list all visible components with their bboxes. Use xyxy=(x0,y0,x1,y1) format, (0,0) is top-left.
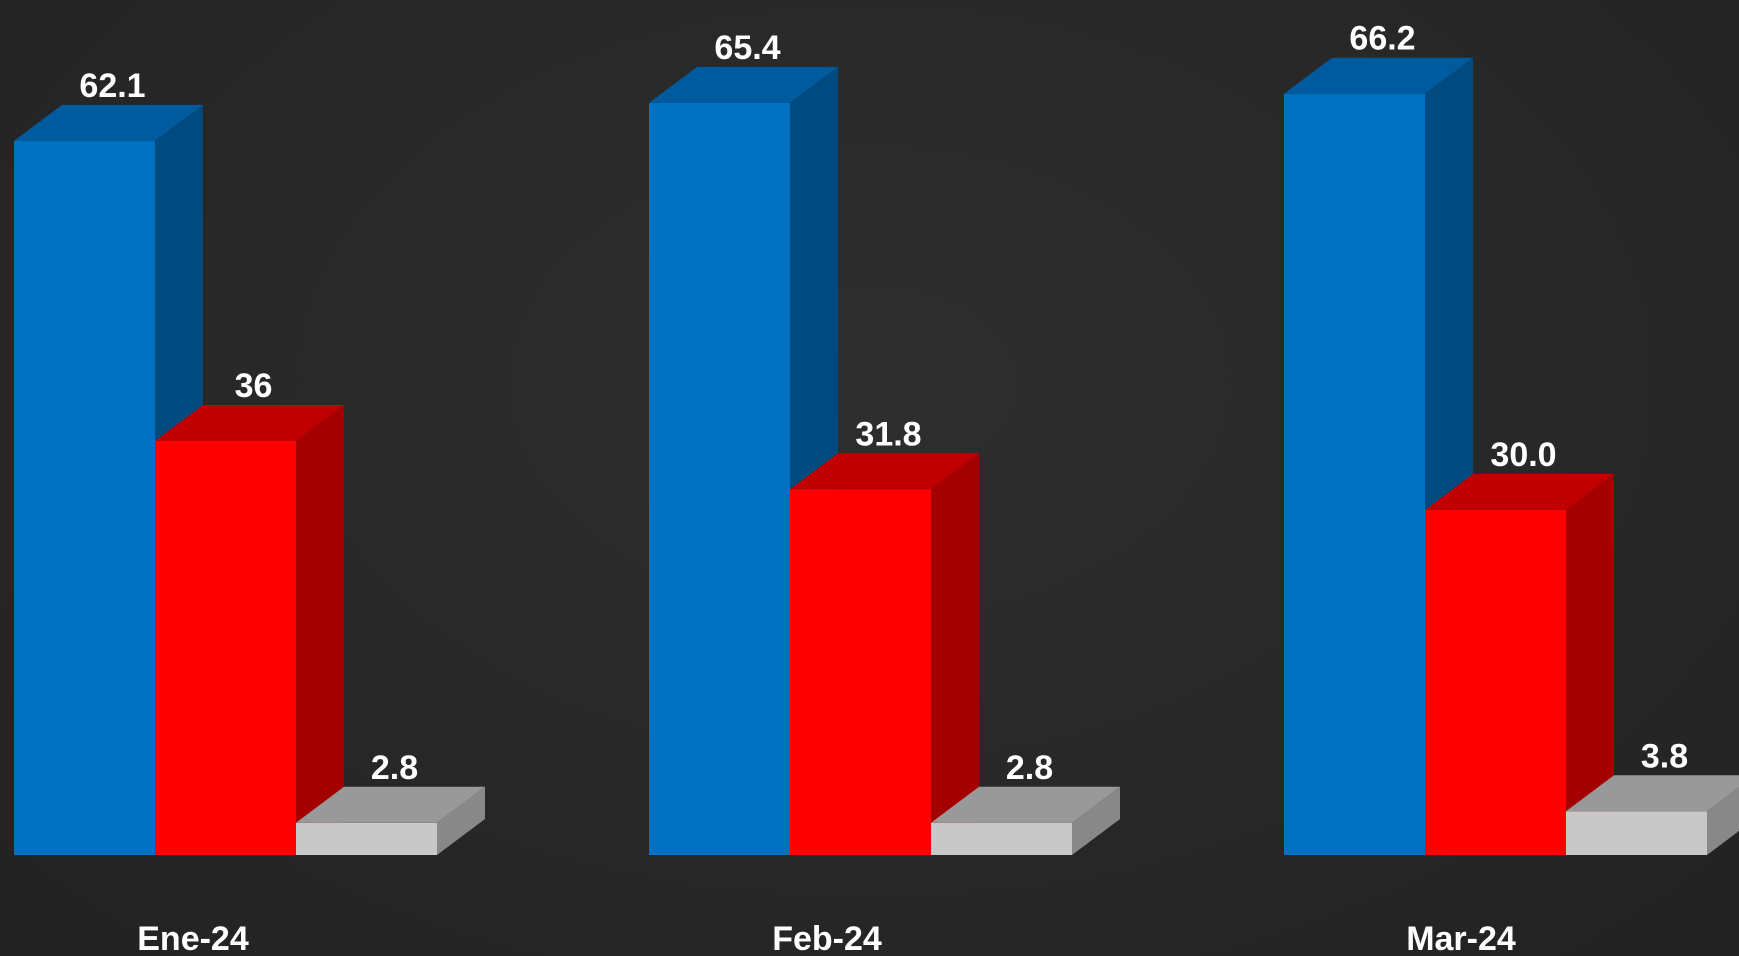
series-c-bar xyxy=(296,786,485,855)
bar-top-face xyxy=(931,786,1120,823)
category-label: Ene-24 xyxy=(137,920,249,956)
bar-front-face xyxy=(1284,93,1425,855)
bar-top-face xyxy=(790,453,979,490)
category-group: 65.4 31.8 2.8 Feb-24 xyxy=(649,29,1120,956)
series-b-bar xyxy=(790,453,979,855)
bar-side-face xyxy=(1072,786,1120,855)
bar-top-face xyxy=(14,104,203,141)
series-c-bar xyxy=(931,786,1120,855)
data-label: 62.1 xyxy=(79,67,145,105)
bar-front-face xyxy=(155,441,296,855)
data-label: 2.8 xyxy=(1006,749,1053,787)
bar-side-face xyxy=(931,453,979,855)
bar-side-face xyxy=(437,786,485,855)
bar-front-face xyxy=(931,822,1072,855)
data-label: 2.8 xyxy=(371,749,418,787)
bar-side-face xyxy=(1566,474,1614,855)
bar-top-face xyxy=(1425,474,1614,510)
bar-top-face xyxy=(155,405,344,441)
data-label: 66.2 xyxy=(1349,20,1415,58)
data-label: 31.8 xyxy=(855,415,921,453)
data-label: 65.4 xyxy=(714,29,780,67)
bar-side-face xyxy=(296,405,344,855)
bar-front-face xyxy=(1425,510,1566,855)
bar-front-face xyxy=(649,102,790,855)
category-group: 62.1 36 2.8 Ene-24 xyxy=(14,67,485,956)
bar-front-face xyxy=(14,140,155,856)
data-label: 3.8 xyxy=(1641,737,1688,775)
bar-top-face xyxy=(1566,775,1739,812)
series-c-bar xyxy=(1566,775,1739,855)
data-label: 36 xyxy=(235,367,273,405)
series-b-bar xyxy=(1425,474,1614,855)
category-label: Mar-24 xyxy=(1406,920,1516,956)
category-label: Feb-24 xyxy=(772,920,882,956)
bar-top-face xyxy=(296,786,485,823)
bar-front-face xyxy=(1566,811,1707,855)
series-b-bar xyxy=(155,405,344,855)
bar-front-face xyxy=(296,822,437,855)
bar-top-face xyxy=(649,66,838,103)
data-label: 30.0 xyxy=(1490,436,1556,474)
category-group: 66.2 30.0 3.8 Mar-24 xyxy=(1284,20,1739,956)
bar-side-face xyxy=(1707,787,1739,855)
bar-top-face xyxy=(1284,57,1473,94)
bar-front-face xyxy=(790,489,931,855)
